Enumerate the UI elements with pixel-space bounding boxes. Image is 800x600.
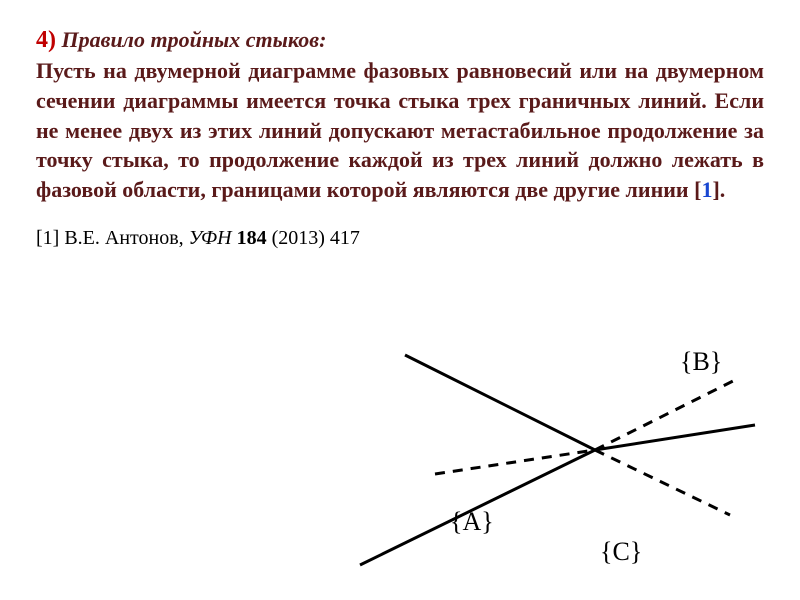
citation-prefix: [1] В.Е. Антонов, (36, 227, 189, 249)
diagram-line-ext-lower-r (595, 450, 730, 515)
rule-number: 4) (36, 27, 56, 53)
rule-body-text: Пусть на двумерной диаграмме фазовых рав… (36, 58, 764, 202)
rule-paragraph: 4) Правило тройных стыков: Пусть на двум… (36, 24, 764, 205)
citation-rest: (2013) 417 (267, 227, 360, 249)
ref-close-bracket: ]. (712, 177, 725, 202)
triple-junction-diagram: {B} {A} {C} (335, 330, 775, 590)
diagram-label-C: {C} (600, 537, 642, 566)
diagram-line-upper-left (405, 355, 595, 450)
diagram-label-B: {B} (680, 347, 722, 376)
rule-heading: Правило тройных стыков: (56, 27, 326, 52)
diagram-label-A: {A} (450, 507, 494, 536)
citation-line: [1] В.Е. Антонов, УФН 184 (2013) 417 (36, 227, 764, 250)
citation-volume: 184 (237, 227, 267, 249)
slide-page: 4) Правило тройных стыков: Пусть на двум… (0, 0, 800, 600)
ref-number: 1 (701, 177, 712, 202)
citation-journal: УФН (189, 227, 232, 249)
diagram-svg: {B} {A} {C} (335, 330, 775, 590)
